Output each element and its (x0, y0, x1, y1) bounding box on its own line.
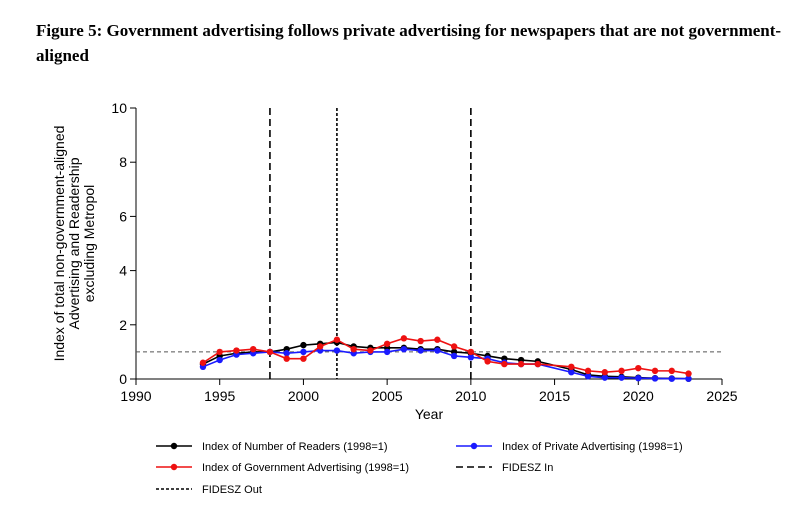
data-point (517, 360, 525, 368)
x-tick-label: 1995 (204, 388, 235, 404)
y-tick-label: 2 (119, 317, 127, 333)
data-point (383, 348, 391, 356)
legend-swatch-marker (470, 442, 478, 450)
data-point (216, 348, 223, 356)
y-axis-title-line: excluding Metropol (81, 185, 97, 303)
y-axis-title: Index of total non-government-aligned Adv… (51, 126, 97, 362)
data-point (434, 336, 441, 343)
series-line (202, 337, 689, 375)
data-point (568, 363, 575, 371)
data-point (300, 341, 307, 349)
data-point (651, 375, 659, 382)
data-point (534, 360, 542, 368)
data-point (668, 375, 675, 382)
data-point (501, 360, 508, 368)
y-tick-label: 8 (119, 154, 127, 170)
data-point (367, 347, 374, 354)
legend-item: Index of Government Advertising (1998=1) (156, 462, 409, 474)
data-point (601, 374, 608, 381)
legend-swatch-marker (170, 463, 178, 471)
legend-item: Index of Private Advertising (1998=1) (456, 441, 683, 453)
data-point (316, 343, 324, 350)
data-point (584, 367, 592, 375)
data-point (333, 347, 341, 354)
data-point (467, 348, 475, 356)
y-axis-title-line: Index of total non-government-aligned (51, 126, 67, 362)
data-point (400, 345, 408, 353)
legend-label: Index of Private Advertising (1998=1) (502, 441, 683, 453)
data-point (568, 369, 575, 376)
legend-swatch-marker (170, 442, 178, 450)
y-tick-label: 6 (119, 208, 127, 224)
legend-label: FIDESZ In (502, 462, 553, 474)
data-point (450, 343, 458, 350)
legend-item: FIDESZ Out (156, 484, 262, 496)
series-0 (199, 339, 692, 382)
y-axis-title-line: Advertising and Readership (66, 157, 82, 329)
data-point (618, 367, 625, 375)
data-point (434, 347, 441, 354)
chart-legend: Index of Number of Readers (1998=1) Index… (156, 441, 683, 496)
data-point (651, 367, 659, 375)
x-tick-label: 2025 (706, 388, 737, 404)
data-point (668, 367, 675, 375)
data-point (216, 356, 223, 364)
data-point (685, 375, 692, 382)
x-tick-label: 2015 (539, 388, 570, 404)
x-axis-title: Year (415, 406, 444, 422)
series-line (202, 341, 689, 380)
legend-item: Index of Number of Readers (1998=1) (156, 441, 388, 453)
x-tick-label: 2020 (623, 388, 654, 404)
data-point (635, 364, 642, 372)
data-point (601, 369, 608, 376)
legend-label: Index of Government Advertising (1998=1) (202, 462, 409, 474)
y-tick-label: 0 (119, 371, 127, 387)
legend-label: Index of Number of Readers (1998=1) (202, 441, 388, 453)
y-tick-label: 4 (119, 263, 127, 279)
data-point (233, 347, 240, 354)
legend-label: FIDESZ Out (202, 484, 262, 496)
data-point (199, 359, 207, 366)
data-point (383, 340, 391, 347)
legend-item: FIDESZ In (456, 462, 553, 474)
data-point (635, 374, 642, 382)
chart-series (199, 335, 692, 382)
data-point (417, 347, 424, 354)
x-tick-label: 1990 (120, 388, 151, 404)
series-2 (199, 335, 692, 377)
data-point (417, 337, 424, 345)
data-point (266, 348, 274, 356)
data-point (300, 355, 307, 362)
y-tick-label: 10 (111, 100, 127, 116)
data-point (484, 358, 491, 365)
data-point (618, 374, 625, 381)
data-point (584, 373, 592, 380)
data-point (450, 352, 458, 360)
data-point (300, 348, 307, 356)
data-point (333, 336, 341, 343)
data-point (467, 354, 475, 361)
x-tick-label: 2005 (372, 388, 403, 404)
data-point (685, 370, 692, 377)
data-point (400, 335, 408, 342)
reference-lines (136, 108, 722, 379)
data-point (283, 350, 290, 357)
data-point (250, 345, 257, 353)
x-tick-label: 2000 (288, 388, 319, 404)
figure-title: Figure 5: Government advertising follows… (36, 21, 782, 65)
chart-axes: 0 2 4 6 8 10 1990 1995 2000 2005 2010 2015 2020 2025 (111, 100, 737, 404)
data-point (350, 345, 357, 353)
x-tick-label: 2010 (455, 388, 486, 404)
data-point (283, 355, 290, 362)
